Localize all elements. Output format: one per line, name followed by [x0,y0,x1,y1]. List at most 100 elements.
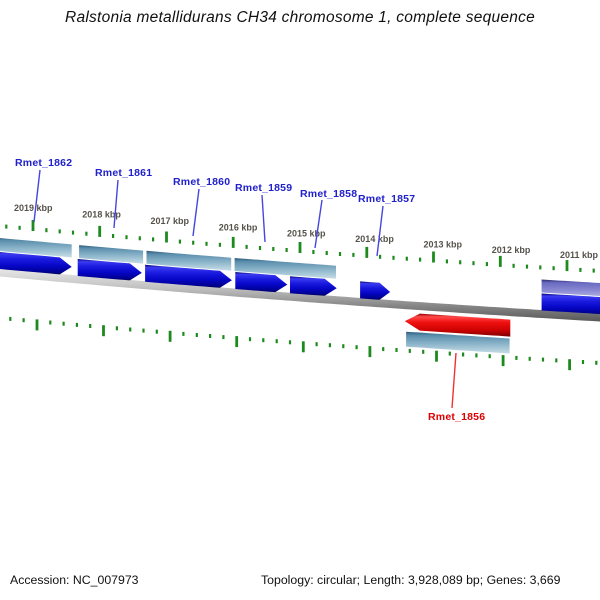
gene-label-Rmet_1857[interactable]: Rmet_1857 [358,193,415,205]
minor-tick-icon [258,246,262,250]
major-tick-icon [301,341,305,353]
minor-tick-icon [459,260,462,265]
gene-label-Rmet_1861[interactable]: Rmet_1861 [95,167,152,179]
feature-band[interactable] [79,245,144,264]
feature-band[interactable] [0,237,72,258]
minor-tick-icon [379,254,382,259]
gene-arrow-Rmet_1862[interactable] [0,251,72,275]
minor-tick-icon [419,257,422,262]
gene-label-Rmet_1860[interactable]: Rmet_1860 [173,176,230,188]
leader-line [451,352,457,409]
feature-band[interactable] [406,331,510,354]
major-tick-icon [565,260,569,272]
minor-tick-icon [422,349,425,354]
gene-arrow-Rmet_1857[interactable] [360,281,391,300]
kbp-label: 2011 kbp [560,250,599,260]
minor-tick-icon [408,348,411,353]
minor-tick-icon [49,320,52,325]
gene-label-Rmet_1856[interactable]: Rmet_1856 [428,411,485,423]
minor-tick-icon [115,326,118,331]
gene-label-Rmet_1862[interactable]: Rmet_1862 [15,157,72,169]
leader-line [192,188,200,237]
leader-line [376,205,384,257]
minor-tick-icon [272,247,275,251]
major-tick-icon [365,246,369,258]
major-tick-icon [31,220,35,231]
major-tick-icon [98,225,102,237]
feature-band[interactable] [234,258,336,279]
gene-arrow-Rmet_1858[interactable] [290,276,337,296]
kbp-label: 2012 kbp [492,245,531,255]
summary-text: Topology: circular; Length: 3,928,089 bp… [261,573,561,587]
minor-tick-icon [382,347,385,352]
minor-tick-icon [475,353,478,358]
minor-tick-icon [539,265,542,270]
minor-tick-icon [129,327,132,332]
minor-tick-icon [288,340,292,345]
minor-tick-icon [315,342,318,347]
map-title: Ralstonia metallidurans CH34 chromosome … [65,9,535,26]
gene-label-Rmet_1858[interactable]: Rmet_1858 [300,188,357,200]
minor-tick-icon [488,354,491,359]
gene-arrow-Rmet_1856[interactable] [404,313,511,337]
major-tick-icon [231,236,235,248]
major-tick-icon [168,330,172,342]
major-tick-icon [165,231,168,243]
minor-tick-icon [595,360,598,365]
major-tick-icon [235,336,239,348]
minor-tick-icon [112,234,115,238]
minor-tick-icon [328,343,331,348]
gene-arrow-Rmet_1861[interactable] [77,259,142,281]
minor-tick-icon [541,357,545,362]
minor-tick-icon [515,355,518,360]
minor-tick-icon [342,344,345,349]
minor-tick-icon [395,348,398,352]
minor-tick-icon [275,339,278,344]
minor-tick-icon [75,322,78,327]
feature-band[interactable] [541,279,600,298]
leader-line [113,179,119,229]
minor-tick-icon [209,334,212,338]
kbp-label: 2015 kbp [287,229,326,239]
minor-tick-icon [155,329,158,334]
minor-tick-icon [352,252,355,257]
minor-tick-icon [142,328,145,333]
minor-tick-icon [525,264,529,269]
minor-tick-icon [555,358,558,363]
accession-text: Accession: NC_007973 [10,573,139,587]
major-tick-icon [368,346,372,358]
minor-tick-icon [248,337,252,342]
feature-band[interactable] [541,293,600,316]
minor-tick-icon [528,356,531,361]
minor-tick-icon [218,242,221,247]
gene-arrow-Rmet_1859[interactable] [235,272,288,293]
gene-arrow-Rmet_1860[interactable] [145,264,232,288]
minor-tick-icon [462,352,465,357]
gene-label-Rmet_1859[interactable]: Rmet_1859 [235,182,292,194]
minor-tick-icon [472,261,475,266]
leader-line [261,194,266,243]
minor-tick-icon [222,335,225,340]
minor-tick-icon [152,237,155,242]
minor-tick-icon [71,230,75,235]
minor-tick-icon [285,248,288,252]
minor-tick-icon [138,236,141,241]
minor-tick-icon [85,231,88,236]
minor-tick-icon [192,240,195,245]
minor-tick-icon [552,266,555,271]
minor-tick-icon [62,321,65,326]
minor-tick-icon [592,268,595,273]
ruler-lower [9,316,598,371]
minor-tick-icon [312,250,315,254]
minor-tick-icon [195,333,198,337]
minor-tick-icon [125,235,128,240]
leader-line [314,199,323,249]
major-tick-icon [501,355,505,367]
minor-tick-icon [89,324,92,328]
minor-tick-icon [5,224,8,229]
feature-band[interactable] [146,250,232,271]
minor-tick-icon [58,229,61,234]
minor-tick-icon [485,262,488,267]
minor-tick-icon [445,259,448,264]
